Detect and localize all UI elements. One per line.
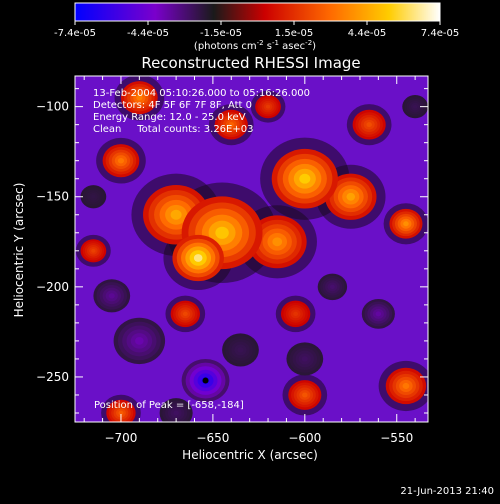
heatmap-emission-contour	[182, 311, 188, 317]
y-axis-label: Heliocentric Y (arcsec)	[12, 183, 26, 318]
heatmap-emission-contour	[302, 392, 308, 398]
heatmap-emission-contour	[193, 254, 203, 262]
chart-title: Reconstructed RHESSI Image	[141, 54, 360, 72]
heatmap-emission-contour	[118, 410, 124, 416]
heatmap-emission-contour	[136, 94, 143, 101]
heatmap-layer	[76, 76, 428, 422]
heatmap-emission-contour	[346, 192, 356, 201]
heatmap-negative-contour	[412, 104, 418, 109]
colorbar-ticks: -7.4e-05 -4.4e-05 -1.5e-05 1.5e-05 4.4e-05 7.…	[54, 21, 459, 39]
heatmap-emission-contour	[91, 248, 96, 253]
y-tick-label: −150	[36, 190, 69, 204]
heatmap-emission-contour	[272, 237, 283, 247]
colorbar-tick-label: -7.4e-05	[54, 28, 96, 39]
heatmap-emission-contour	[265, 104, 271, 109]
colorbar	[74, 2, 441, 22]
annotation-time-range: 13-Feb-2004 05:10:26.000 to 05:16:26.000	[93, 88, 310, 99]
heatmap-negative-contour	[135, 337, 144, 345]
y-tick-label: −250	[36, 370, 69, 384]
heatmap-emission-contour	[402, 382, 410, 389]
annotation-block: 13-Feb-2004 05:10:26.000 to 05:16:26.000…	[93, 88, 310, 135]
heatmap-negative-contour	[237, 347, 244, 353]
heatmap-negative-contour	[301, 356, 308, 362]
heatmap-emission-contour	[299, 173, 311, 184]
annotation-detectors: Detectors: 4F 5F 6F 7F 8F, Att 0	[93, 100, 252, 111]
heatmap-negative-contour	[91, 194, 96, 199]
colorbar-tick-label: -1.5e-05	[200, 28, 242, 39]
heatmap-emission-contour	[228, 122, 235, 128]
heatmap-area	[75, 76, 428, 422]
marker-point	[202, 377, 209, 384]
heatmap-emission-contour	[293, 311, 299, 317]
footer-timestamp: 21-Jun-2013 21:40	[400, 486, 494, 497]
heatmap-emission-contour	[170, 209, 182, 220]
heatmap-emission-contour	[403, 221, 409, 227]
x-axis-label: Heliocentric X (arcsec)	[182, 448, 318, 462]
marker-layer	[202, 377, 209, 384]
axis-ticks: −700 −650 −600 −550 −100 −150 −200 −250	[36, 76, 428, 445]
y-tick-label: −100	[36, 100, 69, 114]
colorbar-unit-label: (photons cm-2 s-1 asec-2)	[194, 39, 316, 52]
y-tick-label: −200	[36, 280, 69, 294]
colorbar-tick-label: 4.4e-05	[348, 28, 386, 39]
heatmap-emission-contour	[215, 226, 229, 239]
colorbar-tick-label: 1.5e-05	[275, 28, 313, 39]
plot-frame	[74, 75, 429, 423]
colorbar-tick-label: 7.4e-05	[421, 28, 459, 39]
x-tick-label: −650	[196, 431, 229, 445]
heatmap-emission-contour	[366, 122, 372, 128]
peak-position-label: Position of Peak = [-658,-184]	[94, 400, 244, 411]
x-tick-label: −600	[288, 431, 321, 445]
heatmap-negative-contour	[108, 293, 115, 299]
x-tick-label: −700	[104, 431, 137, 445]
heatmap-negative-contour	[329, 284, 335, 290]
annotation-energy-range: Energy Range: 12.0 - 25.0 keV	[93, 112, 246, 123]
annotation-clean-counts: Clean Total counts: 3.26E+03	[93, 124, 253, 135]
x-tick-label: −550	[380, 431, 413, 445]
heatmap-emission-contour	[117, 157, 125, 164]
colorbar-tick-label: -4.4e-05	[127, 28, 169, 39]
heatmap-negative-contour	[375, 311, 382, 317]
heatmap-negative-contour	[173, 410, 179, 416]
